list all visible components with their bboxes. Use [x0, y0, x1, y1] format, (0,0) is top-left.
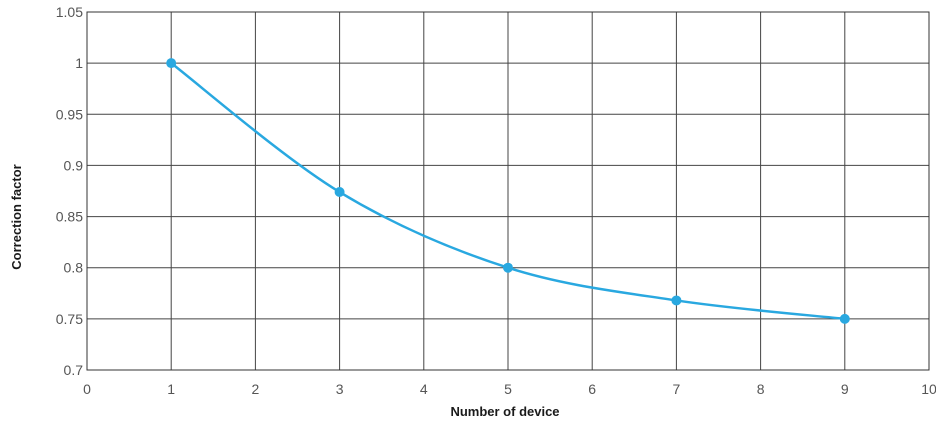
x-tick-label: 5: [504, 381, 512, 397]
data-point: [503, 262, 513, 273]
x-tick-label: 6: [588, 381, 596, 397]
y-tick-label: 0.95: [56, 106, 83, 122]
x-axis-title: Number of device: [450, 404, 559, 419]
y-tick-label: 1.05: [56, 4, 83, 20]
plot-frame: [86, 11, 930, 371]
y-axis-title: Correction factor: [9, 164, 24, 269]
grid-lines: [86, 11, 930, 371]
y-tick-label: 0.85: [56, 209, 83, 225]
y-tick-label: 0.9: [64, 157, 84, 173]
data-point: [671, 295, 682, 306]
x-tick-label: 1: [167, 381, 175, 397]
x-tick-label: 3: [336, 381, 344, 397]
series-layer: [166, 58, 850, 324]
x-tick-label: 0: [83, 381, 91, 397]
x-tick-labels: 0 1 2 3 4 5 6 7 8 9 10: [83, 381, 936, 397]
x-tick-label: 9: [841, 381, 849, 397]
data-point: [334, 187, 345, 198]
y-tick-label: 0.8: [64, 260, 84, 276]
y-tick-label: 0.7: [64, 362, 84, 378]
y-tick-label: 1: [75, 55, 83, 71]
x-tick-label: 10: [921, 381, 936, 397]
x-tick-label: 7: [673, 381, 681, 397]
x-tick-label: 2: [252, 381, 260, 397]
x-tick-label: 8: [757, 381, 765, 397]
data-point: [166, 58, 177, 69]
y-tick-labels: 0.7 0.75 0.8 0.85 0.9 0.95 1 1.05: [56, 4, 83, 378]
data-point: [839, 313, 850, 324]
x-tick-label: 4: [420, 381, 428, 397]
y-tick-label: 0.75: [56, 311, 83, 327]
